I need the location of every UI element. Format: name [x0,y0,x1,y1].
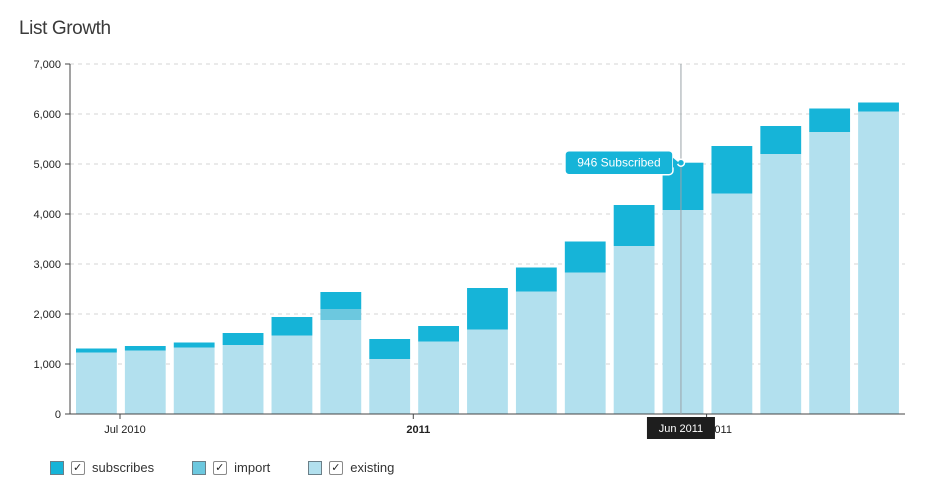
bar-subscribes[interactable] [858,102,899,112]
y-tick-label: 4,000 [33,209,61,221]
chart-title: List Growth [19,18,111,39]
legend-swatch-import [192,460,207,475]
y-axis-ticks: 0 1,000 2,000 3,000 4,000 5,000 6,000 7,000 [33,59,71,421]
bar-existing[interactable] [711,193,753,415]
legend-item-existing[interactable]: existing [308,460,394,475]
legend-label: existing [350,460,395,475]
bar-subscribes[interactable] [613,205,655,246]
bar-subscribes[interactable] [564,241,606,273]
y-tick-label: 7,000 [33,59,61,71]
bar-existing[interactable] [467,329,508,415]
legend-item-subscribes[interactable]: subscribes [50,460,154,475]
y-tick-label: 3,000 [33,259,61,271]
checkbox-icon[interactable] [329,460,344,475]
bar-subscribes[interactable] [418,326,459,342]
bar-subscribes[interactable] [467,288,508,330]
bar-existing[interactable] [173,347,215,415]
y-tick-label: 0 [55,409,61,421]
y-tick-label: 6,000 [33,109,61,121]
legend: subscribes import existing [50,460,432,475]
legend-label: subscribes [92,460,155,475]
bar-subscribes[interactable] [760,126,802,154]
bar-existing[interactable] [369,359,411,414]
hover-x-label-box [646,417,715,439]
bar-existing[interactable] [515,291,557,415]
checkbox-icon[interactable] [213,460,228,475]
bar-subscribes[interactable] [809,108,851,133]
bar-subscribes[interactable] [320,292,362,309]
bar-subscribes[interactable] [271,317,313,336]
y-tick-label: 2,000 [33,309,61,321]
bar-existing[interactable] [222,345,264,414]
bar-subscribes[interactable] [124,346,166,351]
bar-existing[interactable] [809,132,851,414]
hover-x-label: Jun 2011 [659,423,703,435]
legend-swatch-subscribes [50,460,64,475]
bar-existing[interactable] [564,272,606,415]
hover-overlay: 946 Subscribed Jun 2011 [564,64,715,439]
legend-swatch-existing [308,460,323,475]
bar-existing[interactable] [760,154,802,414]
bar-subscribes[interactable] [711,146,753,194]
bar-existing[interactable] [662,210,704,414]
x-tick-label: Jul 2010 [104,424,146,436]
bar-subscribes[interactable] [515,267,557,292]
bars[interactable] [76,102,899,415]
bar-subscribes[interactable] [369,339,411,359]
bar-subscribes[interactable] [173,342,215,348]
x-tick-label: 2011 [406,424,430,436]
bar-existing[interactable] [418,341,459,415]
bar-existing[interactable] [124,350,166,415]
bar-existing[interactable] [613,246,655,414]
legend-label: import [234,460,271,475]
list-growth-chart: 0 1,000 2,000 3,000 4,000 5,000 6,000 7,000 Jul… [33,59,905,439]
bar-import[interactable] [320,309,362,320]
legend-item-import[interactable]: import [192,460,270,475]
bar-existing[interactable] [858,111,899,415]
bar-existing[interactable] [271,335,313,415]
bar-subscribes[interactable] [222,333,264,345]
bar-existing[interactable] [76,352,117,415]
y-tick-label: 1,000 [33,359,61,371]
y-tick-label: 5,000 [33,159,61,171]
checkbox-icon[interactable] [71,460,85,475]
tooltip-text: 946 Subscribed [577,156,660,170]
tooltip-pointer [672,157,679,168]
bar-subscribes[interactable] [76,348,117,353]
bar-existing[interactable] [320,320,362,414]
x-axis: Jul 20102011Jul 2011 [70,413,905,436]
